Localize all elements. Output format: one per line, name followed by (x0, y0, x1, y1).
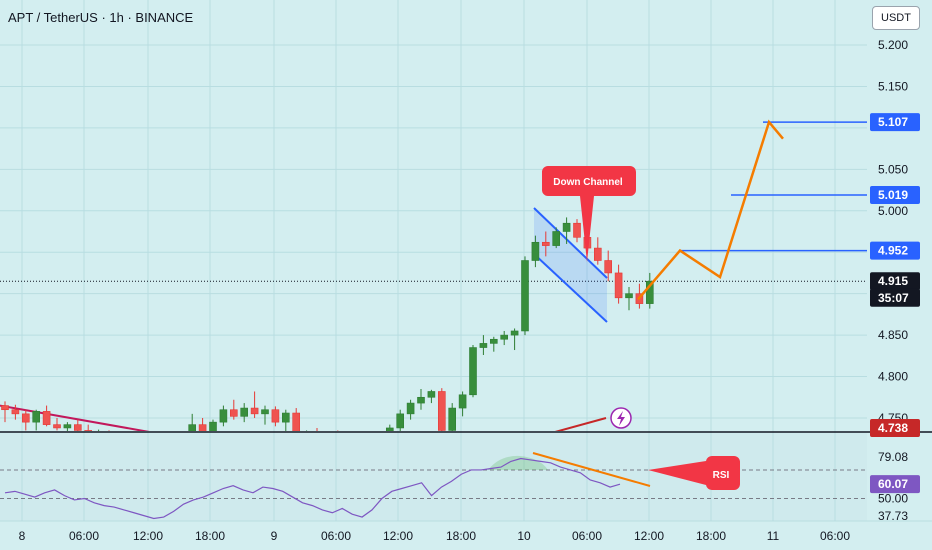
candle-body (614, 272, 623, 299)
candle-body (385, 427, 394, 431)
time-tick-label: 18:00 (696, 529, 726, 543)
price-tick-label: 4.850 (878, 328, 908, 342)
rsi-label: RSI (713, 470, 730, 481)
candle-body (489, 338, 498, 344)
rising-trendline (554, 417, 607, 431)
candle-body (250, 407, 259, 415)
rsi-callout (648, 455, 740, 491)
red-price-label: 4.738 (878, 421, 908, 435)
candle-body (500, 334, 509, 340)
time-tick-label: 18:00 (195, 529, 225, 543)
candle-body (74, 424, 82, 431)
rsi-value-label: 60.07 (878, 477, 908, 491)
candle-body (21, 413, 30, 423)
candle-body (1, 405, 9, 411)
candle-body (53, 424, 61, 429)
time-tick-label: 9 (271, 529, 278, 543)
target-price-label: 5.107 (878, 115, 908, 129)
time-tick-label: 06:00 (820, 529, 850, 543)
candle-body (188, 424, 196, 431)
candle-body (32, 411, 41, 423)
candle-body (209, 421, 217, 431)
price-tick-label: 5.050 (878, 162, 908, 176)
candle-body (261, 409, 269, 415)
candle-body (510, 330, 519, 336)
candle-body (521, 260, 529, 332)
candle-body (573, 222, 581, 238)
candle-body (198, 424, 207, 431)
price-tick-label: 5.000 (878, 204, 908, 218)
target-price-label: 4.952 (878, 244, 908, 258)
candle-body (645, 280, 654, 304)
flash-glyph (617, 411, 625, 426)
candle-body (281, 412, 290, 423)
down-channel-fill (534, 208, 607, 322)
down-channel-label: Down Channel (553, 177, 623, 188)
candle-body (479, 343, 488, 348)
time-tick-label: 8 (19, 529, 26, 543)
price-tick-label: 5.200 (878, 38, 908, 52)
time-tick-label: 12:00 (634, 529, 664, 543)
candle-body (406, 402, 415, 415)
candle-body (562, 222, 571, 232)
candle-body (230, 409, 238, 417)
red-price-label-badge (870, 418, 920, 437)
rsi-line (4, 457, 621, 520)
candle-body (604, 260, 613, 274)
chart-title: APT / TetherUS · 1h · BINANCE (8, 10, 194, 25)
candle-body (417, 396, 425, 404)
down-channel-callout (542, 166, 636, 262)
bar-countdown-label: 35:07 (878, 291, 909, 305)
bar-countdown-label-badge (870, 288, 920, 307)
time-tick-label: 11 (767, 529, 780, 543)
candle-body (593, 247, 602, 261)
candle-body (531, 241, 540, 261)
projection-path (637, 119, 784, 301)
candle-body (219, 409, 228, 423)
down-channel-upper (533, 207, 608, 279)
candle-body (437, 391, 446, 431)
price-tick-label: 4.800 (878, 370, 908, 384)
main-pane: Down Channel (0, 119, 867, 431)
candle-body (63, 424, 72, 429)
down-channel-lower (533, 253, 608, 323)
candle-body (427, 391, 436, 398)
descending-trendline (0, 404, 150, 431)
target-price-label-badge (870, 186, 920, 205)
rsi-divergence-line (532, 452, 651, 487)
price-tick-label: 5.150 (878, 79, 908, 93)
current-price-label-badge (870, 272, 920, 291)
rsi-tick-label: 50.00 (878, 491, 908, 505)
time-tick-label: 06:00 (69, 529, 99, 543)
candle-body (469, 347, 477, 396)
candle-body (240, 407, 248, 417)
candle-body (458, 394, 467, 409)
time-tick-label: 12:00 (133, 529, 163, 543)
currency-button[interactable]: USDT (872, 6, 920, 30)
rsi-tick-label: 37.73 (878, 509, 908, 523)
time-tick-label: 06:00 (321, 529, 351, 543)
target-price-label-badge (870, 113, 920, 132)
candle-body (42, 411, 51, 425)
time-tick-label: 10 (517, 529, 531, 543)
target-price-label: 5.019 (878, 188, 908, 202)
candle-body (625, 293, 633, 299)
candle-body (271, 409, 280, 423)
target-price-label-badge (870, 241, 920, 260)
candle-body (11, 409, 20, 415)
time-tick-label: 06:00 (572, 529, 602, 543)
candle-body (448, 407, 457, 431)
candle-body (292, 412, 301, 431)
candle-body (84, 430, 92, 431)
current-price-label: 4.915 (878, 274, 908, 288)
time-tick-label: 12:00 (383, 529, 413, 543)
rsi-tick-label: 79.08 (878, 450, 908, 464)
rsi-value-badge (870, 475, 920, 494)
candle-body (396, 413, 405, 429)
time-tick-label: 18:00 (446, 529, 476, 543)
candle-body (552, 231, 561, 246)
candle-body (541, 241, 550, 246)
